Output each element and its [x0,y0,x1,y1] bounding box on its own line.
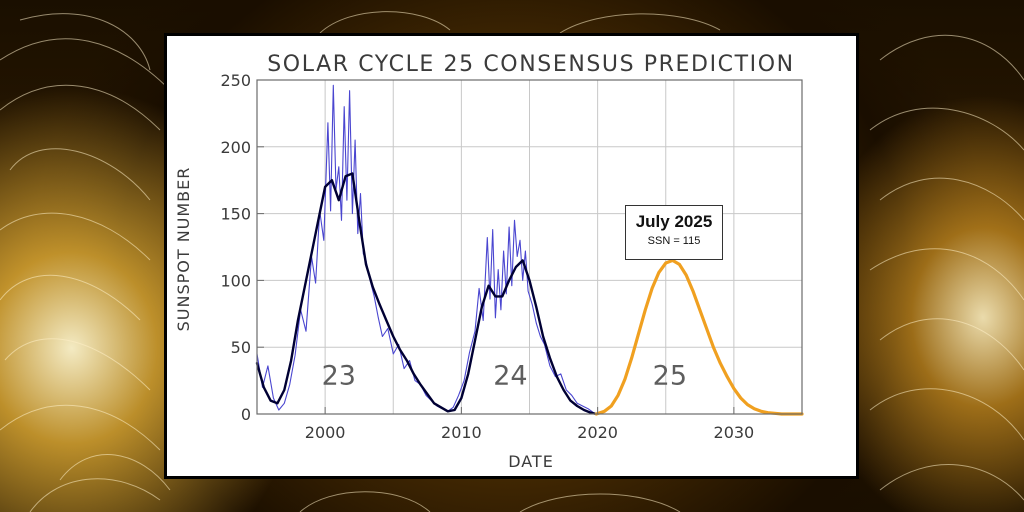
series-prediction [594,258,804,416]
y-axis-title: SUNSPOT NUMBER [174,167,193,332]
x-tick-label: 2030 [714,423,755,442]
cycle-label-24: 24 [493,361,527,392]
callout-subtitle: SSN = 115 [647,235,701,247]
series-monthly-observed [256,84,595,414]
plot-frame [256,79,803,415]
series-layer [255,84,804,416]
callout-title: July 2025 [635,212,713,231]
y-tick-label: 100 [220,271,251,290]
cycle-label-25: 25 [653,361,687,392]
x-tick-label: 2010 [441,423,482,442]
y-tick-label: 150 [220,205,251,224]
x-tick-label: 2020 [577,423,618,442]
y-tick-label: 250 [220,71,251,90]
y-tick-label: 0 [241,405,251,424]
y-tick-label: 50 [231,338,251,357]
chart-panel: SOLAR CYCLE 25 CONSENSUS PREDICTION 0 50 1… [164,33,859,479]
axes: 0 50 100 150 200 250 2000 2010 2020 2030 [220,71,803,442]
cycle-labels: 23 24 25 [322,361,687,392]
x-tick-label: 2000 [305,423,346,442]
solar-cycle-chart: SOLAR CYCLE 25 CONSENSUS PREDICTION 0 50 1… [174,52,804,471]
y-tick-label: 200 [220,138,251,157]
chart-title: SOLAR CYCLE 25 CONSENSUS PREDICTION [267,52,795,77]
prediction-callout: July 2025 SSN = 115 [625,205,723,260]
x-axis-title: DATE [508,452,554,471]
series-smoothed-observed [255,172,598,416]
cycle-label-23: 23 [322,361,356,392]
